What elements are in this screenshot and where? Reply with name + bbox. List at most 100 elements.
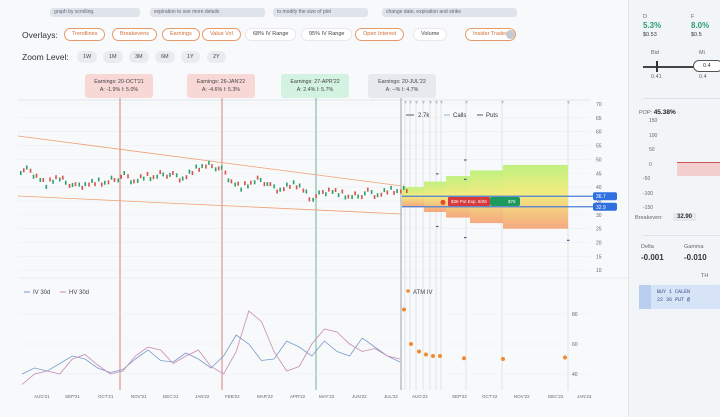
price-candle (20, 171, 22, 176)
earnings-badge[interactable]: Earnings: 26-JAN'22 A: -4.6% I: 5.3% (187, 74, 255, 98)
open-interest-mark (436, 173, 439, 175)
atm-legend-icon (406, 289, 410, 293)
trendline-upper (17, 135, 403, 187)
price-candle (400, 189, 402, 194)
price-candle (55, 175, 57, 180)
price-candle (266, 182, 269, 187)
price-candle (256, 175, 259, 180)
price-tag-upper-text: 36.7 (596, 194, 606, 200)
earnings-title: Earnings: 27-APR'22 (290, 79, 340, 85)
mid-handle[interactable]: 0.4 (693, 60, 720, 72)
calls-legend-label: Calls (453, 113, 466, 119)
overlay-toggle-volume[interactable]: Volume (413, 28, 448, 41)
earnings-detail: A: -4.6% I: 5.3% (201, 87, 241, 93)
hint-text: expiration to see more details (150, 8, 265, 17)
price-candle (354, 191, 356, 196)
earnings-badge[interactable]: Earnings: 27-APR'22 A: 2.4% I: 5.7% (281, 74, 349, 98)
price-candle (376, 193, 379, 198)
price-candle (133, 179, 135, 184)
hv-30d-line (21, 310, 401, 385)
divider (643, 98, 720, 99)
overlay-toggle-insider-trades[interactable]: Insider Trades (465, 28, 516, 41)
price-candle (23, 168, 25, 173)
price-candle (156, 174, 159, 179)
expiry-marker-icon: ▼ (414, 100, 419, 106)
oi-legend-label: 2.7k (418, 113, 430, 119)
overlay-toggle-open-interest[interactable]: Open Interest (355, 28, 405, 41)
price-candle (312, 197, 314, 202)
price-candle (295, 185, 298, 190)
price-candle (289, 184, 291, 189)
breakeven-value: 32.90 (673, 213, 697, 221)
price-candle (328, 187, 330, 192)
price-candle (230, 179, 233, 184)
open-interest-mark (464, 236, 467, 239)
price-candle (334, 188, 337, 193)
y-axis-tick: 45 (596, 171, 602, 177)
price-candle (172, 171, 174, 176)
earnings-badge[interactable]: Earnings: 20-OCT'21 A: -1.9% I: 5.0% (85, 74, 153, 98)
price-candle (49, 177, 51, 182)
y-axis-tick: 55 (596, 144, 602, 150)
zoom-3m[interactable]: 3M (129, 51, 149, 63)
price-candle (188, 169, 191, 174)
overlay-toggle-68-iv-range[interactable]: 68% IV Range (245, 28, 297, 41)
price-candle (259, 177, 262, 182)
price-candle (325, 192, 327, 197)
gamma-value: -0.010 (684, 253, 707, 262)
price-candle (91, 178, 93, 183)
zoom-level-label: Zoom Level: (22, 52, 69, 62)
price-tag-lower (593, 202, 617, 211)
zoom-1y[interactable]: 1Y (181, 51, 200, 63)
y-axis-tick: 15 (596, 254, 602, 260)
x-axis-tick: JUN'22 (352, 394, 367, 399)
overlay-toggle-breakevens[interactable]: Breakevens (112, 28, 158, 41)
overlay-toggle-earnings[interactable]: Earnings (162, 28, 200, 41)
price-candle (276, 189, 278, 194)
price-candle (113, 177, 116, 182)
help-icon[interactable] (506, 30, 515, 39)
price-candle (403, 185, 405, 190)
order-summary[interactable]: BUY 1 CALEN 22 36 PUT @ (639, 285, 720, 309)
price-candle (253, 180, 256, 185)
bid-label: Bid (651, 50, 659, 56)
price-candle (195, 164, 197, 169)
d-value: 5.3% (643, 21, 662, 30)
zoom-1w[interactable]: 1W (77, 51, 98, 63)
earnings-badge[interactable]: Earnings: 20-JUL'22 A: --% I: 4.7% (368, 74, 436, 98)
pl-axis-tick: 100 (649, 132, 658, 139)
price-candle (247, 184, 249, 189)
y-axis-tick: 40 (596, 185, 602, 191)
price-candle (35, 173, 38, 178)
f-label: F (691, 14, 695, 20)
theta-label: TH (701, 273, 709, 279)
iv-30d-line (21, 334, 401, 375)
open-interest-mark (464, 178, 467, 180)
d-label: D (643, 14, 647, 20)
price-candle (88, 182, 90, 187)
overlay-toggle-95-iv-range[interactable]: 95% IV Range (301, 28, 353, 41)
price-tag-upper (593, 192, 617, 201)
zoom-1m[interactable]: 1M (103, 51, 123, 63)
price-candle (136, 178, 139, 183)
price-candle (162, 172, 165, 177)
zoom-2y[interactable]: 2Y (207, 51, 226, 63)
atm-iv-point (462, 356, 466, 361)
earnings-title: Earnings: 20-JUL'22 (378, 79, 426, 85)
overlay-toggle-trendlines[interactable]: Trendlines (64, 28, 106, 41)
price-candle (74, 182, 77, 187)
divider (643, 235, 720, 236)
x-axis-tick: OCT'22 (482, 394, 498, 399)
price-slider[interactable] (643, 66, 720, 68)
delta-value: -0.001 (641, 253, 664, 262)
price-candle (110, 175, 113, 180)
x-axis-tick: DEC'22 (548, 394, 564, 399)
price-candle (364, 191, 366, 196)
price-candle (146, 171, 149, 176)
expiry-marker-icon: ▼ (500, 100, 505, 106)
zoom-6m[interactable]: 6M (155, 51, 175, 63)
overlay-toggle-value-vol[interactable]: Value Vol (202, 28, 241, 41)
atm-iv-point (402, 307, 406, 312)
price-candle (45, 184, 48, 189)
